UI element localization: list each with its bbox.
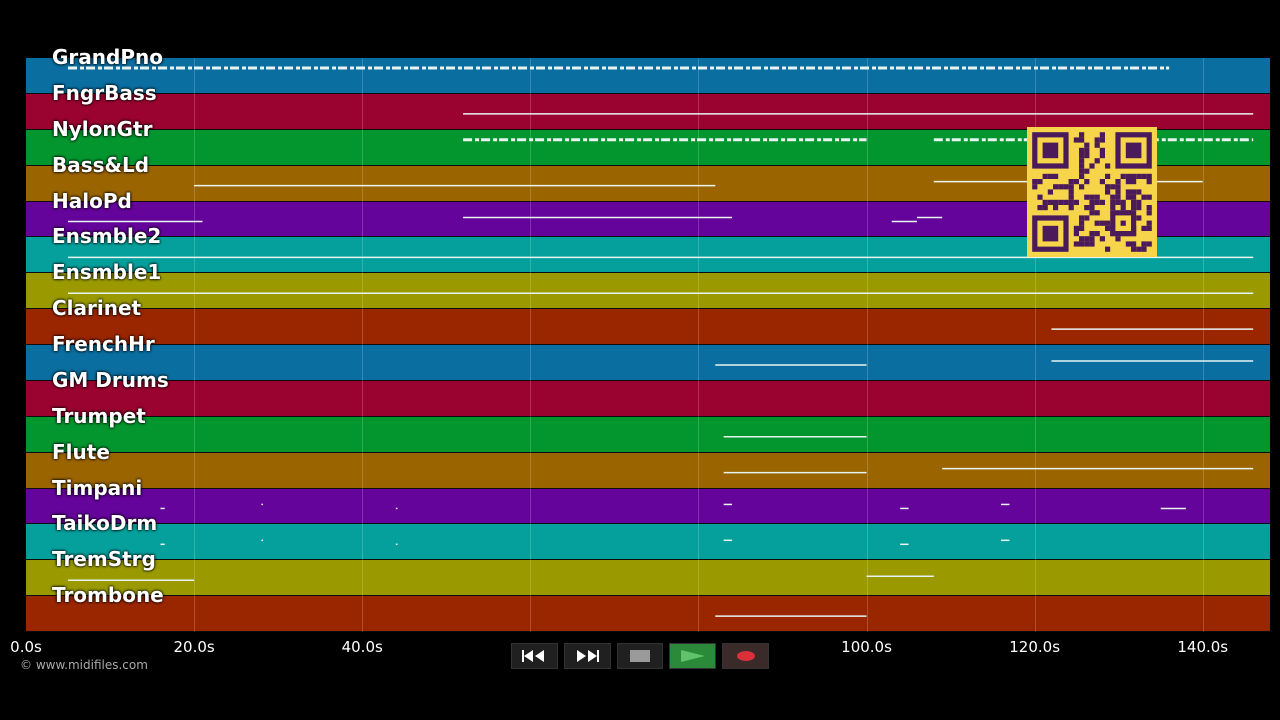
- transport-controls: [511, 643, 769, 669]
- track-label: Ensmble1: [52, 260, 162, 285]
- gridline: [362, 58, 364, 632]
- track-label: Flute: [52, 439, 110, 464]
- stop-button[interactable]: [616, 643, 664, 669]
- track-lane: [26, 452, 1270, 489]
- track-label: Trumpet: [52, 403, 146, 428]
- track-lane: [26, 380, 1270, 417]
- time-tick-label: 20.0s: [173, 638, 215, 656]
- qr-code-icon: [1027, 127, 1157, 257]
- track-lane: [26, 58, 1270, 94]
- gridline: [530, 58, 532, 632]
- track-lane: [26, 488, 1270, 525]
- track-lane: [26, 345, 1270, 381]
- track-label: GrandPno: [52, 45, 163, 69]
- time-tick-label: 0.0s: [10, 638, 42, 656]
- time-tick-label: 140.0s: [1177, 638, 1229, 656]
- rewind-button[interactable]: [511, 643, 558, 669]
- track-label: Timpani: [52, 475, 143, 500]
- track-label: TremStrg: [52, 547, 156, 572]
- gridline: [1202, 58, 1204, 632]
- track-lane: [26, 596, 1270, 632]
- fast-forward-button[interactable]: [563, 643, 611, 669]
- track-lane: [26, 524, 1270, 561]
- time-tick-label: 100.0s: [841, 638, 892, 656]
- track-label: TaikoDrm: [52, 511, 158, 536]
- track-label: FngrBass: [52, 80, 157, 105]
- time-tick-label: 120.0s: [1009, 638, 1061, 656]
- gridline: [1034, 58, 1036, 632]
- track-lane: [26, 416, 1270, 453]
- fast-forward-icon: [577, 650, 600, 662]
- track-lane: [26, 273, 1270, 310]
- gridline: [698, 58, 700, 632]
- copyright-notice: © www.midifiles.com: [20, 658, 148, 672]
- track-label: GM Drums: [52, 367, 169, 392]
- track-label: Ensmble2: [52, 224, 162, 249]
- track-lane: [26, 93, 1270, 130]
- track-lane: [26, 309, 1270, 345]
- track-label: NylonGtr: [52, 116, 153, 141]
- stop-icon: [629, 650, 650, 662]
- track-label: Trombone: [52, 583, 164, 608]
- track-label: Clarinet: [52, 296, 142, 321]
- record-button[interactable]: [722, 643, 769, 669]
- gridline: [194, 58, 196, 632]
- time-tick-label: 40.0s: [341, 638, 383, 656]
- track-label: FrenchHr: [52, 332, 155, 356]
- play-icon: [680, 650, 705, 662]
- track-lane: [26, 560, 1270, 597]
- gridline: [866, 58, 868, 632]
- track-label: HaloPd: [52, 188, 132, 213]
- record-icon: [736, 651, 755, 661]
- play-button[interactable]: [669, 643, 717, 669]
- rewind-icon: [522, 650, 545, 662]
- track-label: Bass&Ld: [52, 152, 150, 177]
